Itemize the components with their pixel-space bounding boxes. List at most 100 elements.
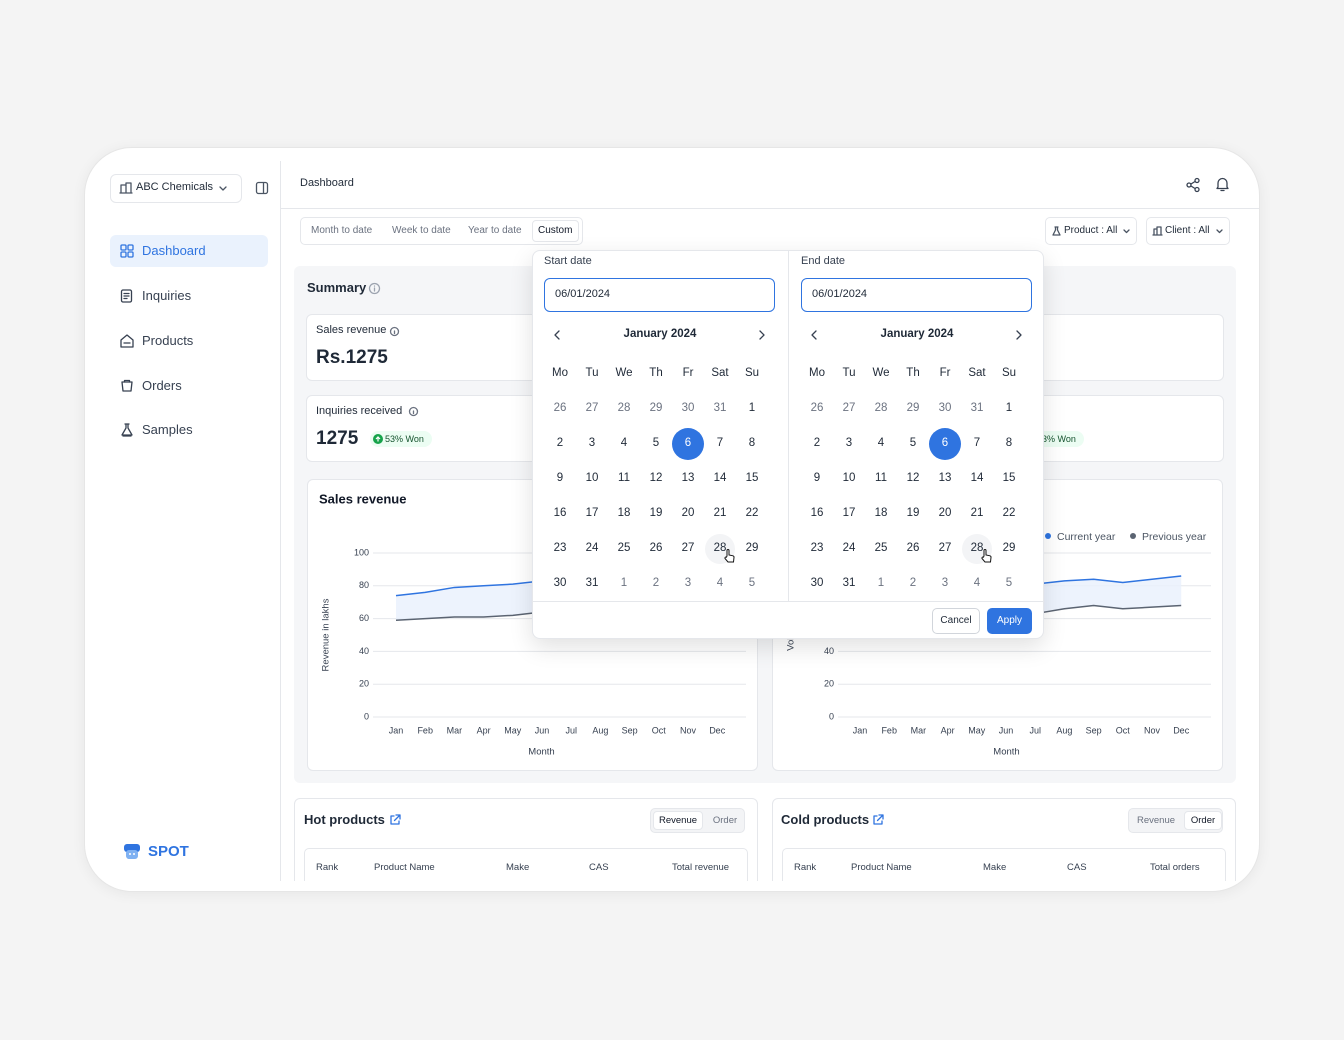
calendar-day[interactable]: 12	[649, 472, 663, 485]
calendar-day[interactable]: 9	[556, 472, 564, 485]
calendar-day[interactable]: 31	[970, 402, 984, 415]
calendar-day[interactable]: 26	[649, 542, 663, 555]
calendar-day[interactable]: 24	[585, 542, 599, 555]
calendar-day[interactable]: 27	[842, 402, 856, 415]
calendar-day[interactable]: 6	[941, 437, 949, 450]
calendar-day[interactable]: 25	[617, 542, 631, 555]
apply-button[interactable]	[987, 608, 1032, 634]
calendar-day[interactable]: 10	[842, 472, 856, 485]
calendar-day[interactable]: 19	[906, 507, 920, 520]
calendar-day[interactable]: 3	[941, 577, 949, 590]
calendar-day[interactable]: 30	[810, 577, 824, 590]
calendar-day[interactable]: 23	[810, 542, 824, 555]
calendar-day[interactable]: 27	[681, 542, 695, 555]
calendar-day[interactable]: 1	[877, 577, 885, 590]
calendar-day[interactable]: 5	[1005, 577, 1013, 590]
calendar-day[interactable]: 26	[906, 542, 920, 555]
nav-item[interactable]: Samples	[142, 422, 193, 438]
date-input[interactable]	[801, 278, 1032, 312]
nav-item[interactable]: Inquiries	[142, 288, 192, 303]
calendar-day[interactable]: 2	[909, 577, 917, 590]
calendar-day[interactable]: 22	[745, 507, 759, 520]
calendar-day[interactable]: 20	[938, 507, 952, 520]
calendar-day[interactable]: 4	[877, 437, 885, 450]
calendar-day[interactable]: 7	[973, 437, 981, 450]
calendar-day[interactable]: 4	[620, 437, 628, 450]
calendar-day[interactable]: 10	[585, 472, 599, 485]
calendar-day[interactable]: 27	[938, 542, 952, 555]
calendar-day[interactable]: 18	[617, 507, 631, 520]
toggle-option[interactable]: Order	[712, 815, 738, 827]
range-tab[interactable]: Week to date	[392, 225, 451, 236]
calendar-day[interactable]: 8	[1005, 437, 1013, 450]
calendar-day[interactable]: 20	[681, 507, 695, 520]
calendar-day[interactable]: 21	[970, 507, 984, 520]
calendar-day[interactable]: 28	[970, 542, 984, 555]
calendar-day[interactable]: 15	[1002, 472, 1016, 485]
calendar-day[interactable]: 6	[684, 437, 692, 450]
calendar-day[interactable]: 26	[553, 402, 567, 415]
calendar-day[interactable]: 12	[906, 472, 920, 485]
calendar-day[interactable]: 22	[1002, 507, 1016, 520]
calendar-day[interactable]: 16	[810, 507, 824, 520]
calendar-day[interactable]: 1	[1005, 402, 1013, 415]
range-tab[interactable]: Month to date	[311, 225, 373, 236]
calendar-day[interactable]: 7	[716, 437, 724, 450]
calendar-day[interactable]: 24	[842, 542, 856, 555]
calendar-day[interactable]: 23	[553, 542, 567, 555]
date-input[interactable]	[544, 278, 775, 312]
calendar-day[interactable]: 31	[585, 577, 599, 590]
calendar-day[interactable]: 29	[649, 402, 663, 415]
range-tab[interactable]: Custom	[538, 225, 573, 236]
calendar-day[interactable]: 2	[652, 577, 660, 590]
calendar-day[interactable]: 11	[875, 472, 887, 485]
calendar-day[interactable]: 19	[649, 507, 663, 520]
calendar-day[interactable]: 18	[874, 507, 888, 520]
calendar-day[interactable]: 3	[845, 437, 853, 450]
calendar-day[interactable]: 2	[813, 437, 821, 450]
calendar-day[interactable]: 5	[748, 577, 756, 590]
calendar-day[interactable]: 29	[745, 542, 759, 555]
toggle-option[interactable]: Revenue	[1136, 815, 1176, 827]
calendar-day[interactable]: 21	[713, 507, 727, 520]
prev-month[interactable]	[811, 330, 817, 340]
toggle-option[interactable]: Order	[1190, 815, 1216, 827]
calendar-day[interactable]: 14	[970, 472, 984, 485]
calendar-day[interactable]: 11	[618, 472, 630, 485]
calendar-day[interactable]: 1	[748, 402, 756, 415]
calendar-day[interactable]: 4	[973, 577, 981, 590]
nav-item[interactable]: Dashboard	[142, 243, 206, 259]
calendar-day[interactable]: 17	[585, 507, 599, 520]
filter-select[interactable]	[1045, 217, 1137, 245]
calendar-day[interactable]: 13	[938, 472, 952, 485]
calendar-day[interactable]: 29	[1002, 542, 1016, 555]
range-tab[interactable]: Year to date	[468, 225, 522, 236]
nav-item[interactable]: Orders	[142, 377, 182, 393]
calendar-day[interactable]: 31	[713, 402, 727, 415]
calendar-day[interactable]: 28	[874, 402, 888, 415]
calendar-day[interactable]: 30	[938, 402, 952, 415]
cancel-label[interactable]: Cancel	[940, 615, 972, 626]
calendar-day[interactable]: 3	[588, 437, 596, 450]
calendar-day[interactable]: 25	[874, 542, 888, 555]
calendar-day[interactable]: 1	[620, 577, 628, 590]
calendar-day[interactable]: 13	[681, 472, 695, 485]
calendar-day[interactable]: 17	[842, 507, 856, 520]
company-select[interactable]	[110, 174, 242, 203]
filter-select[interactable]	[1146, 217, 1230, 245]
next-month[interactable]	[1016, 330, 1022, 340]
calendar-day[interactable]: 14	[713, 472, 727, 485]
calendar-day[interactable]: 2	[556, 437, 564, 450]
calendar-day[interactable]: 4	[716, 577, 724, 590]
cancel-button[interactable]	[932, 608, 980, 634]
calendar-day[interactable]: 30	[681, 402, 695, 415]
next-month[interactable]	[759, 330, 765, 340]
calendar-day[interactable]: 5	[909, 437, 917, 450]
calendar-day[interactable]: 28	[713, 542, 727, 555]
toggle-option[interactable]: Revenue	[658, 815, 698, 827]
calendar-day[interactable]: 31	[842, 577, 856, 590]
calendar-day[interactable]: 8	[748, 437, 756, 450]
apply-label[interactable]: Apply	[996, 615, 1023, 626]
calendar-day[interactable]: 15	[745, 472, 759, 485]
calendar-day[interactable]: 26	[810, 402, 824, 415]
